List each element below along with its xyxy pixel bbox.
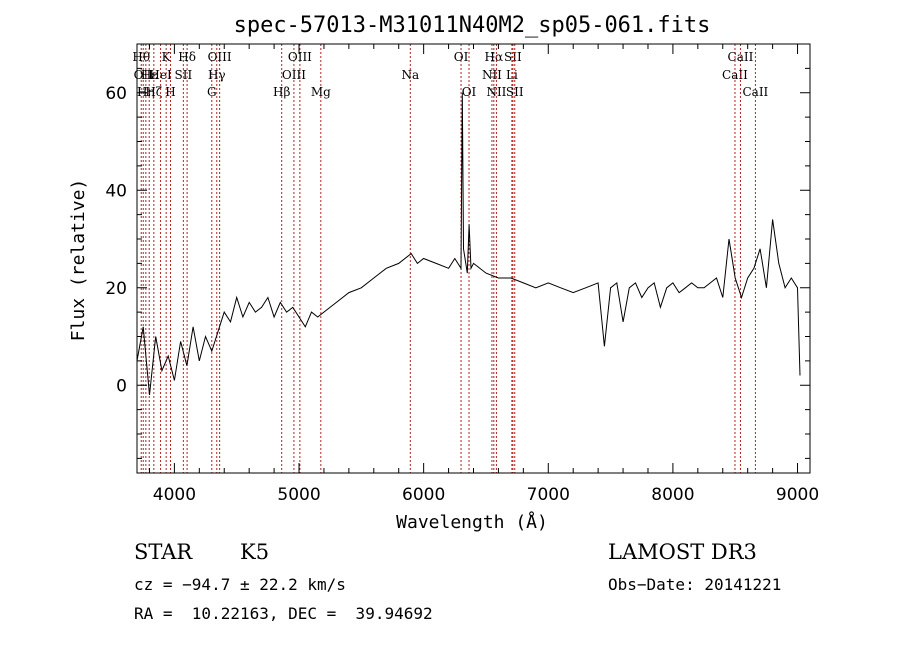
axes: 4000 5000 6000 7000 8000 9000 0 20 40 60 [105,44,819,505]
line-marker-label-23: Li [506,68,518,82]
x-tick-label-3: 7000 [527,485,570,505]
y-tick-label-1: 20 [105,279,127,299]
line-marker-label-19: OI [462,85,477,99]
line-marker-label-26: CaII [722,68,748,82]
line-marker-label-13: Hβ [273,85,290,99]
line-marker-label-8: SII [175,68,193,82]
line-marker-label-1: OII [134,68,154,82]
x-axis-label: Wavelength (Å) [396,511,548,533]
line-marker-label-17: Na [401,68,419,82]
y-tick-label-2: 40 [105,181,127,201]
object-class: STAR [134,540,193,564]
x-tick-label-2: 6000 [402,485,445,505]
line-marker-label-24: SII [504,50,522,64]
line-marker-label-21: Hα [485,50,504,64]
plot-frame [136,43,811,474]
line-marker-label-27: CaII [728,50,754,64]
x-tick-label-1: 5000 [277,485,320,505]
line-marker-label-28: CaII [742,85,768,99]
y-tick-label-3: 60 [105,84,127,104]
line-marker-label-14: OIII [282,68,306,82]
line-marker-label-15: OIII [288,50,312,64]
line-marker-label-7: H [165,85,175,99]
line-marker-label-2: Hη [137,85,155,99]
x-tick-label-0: 4000 [153,485,196,505]
line-marker-label-16: Mg [311,85,331,99]
y-tick-label-0: 0 [116,376,127,396]
line-marker-label-5: HeI [149,68,172,82]
redshift-readout: cz = −94.7 ± 22.2 km/s [134,575,346,594]
coordinates: RA = 10.22163, DEC = 39.94692 [134,604,433,623]
series-0-line [136,92,801,396]
line-marker-label-11: Hγ [208,68,226,82]
line-marker-label-6: K [162,50,172,64]
survey-name: LAMOST DR3 [608,540,757,564]
y-axis-label: Flux (relative) [68,179,89,342]
spectral-line-markers: HθOIIHηHεHζHeIKHSIIHδGHγOIIIHβOIIIOIIIMg… [132,44,769,473]
spectrum-series [136,92,801,396]
x-tick-label-5: 9000 [776,485,819,505]
line-marker-label-9: Hδ [178,50,196,64]
subclass: K5 [240,540,270,564]
line-marker-label-10: G [207,85,217,99]
chart-title: spec-57013-M31011N40M2_sp05-061.fits [234,13,711,38]
line-marker-label-0: Hθ [132,50,150,64]
line-marker-label-12: OIII [208,50,232,64]
obs-date: Obs−Date: 20141221 [608,575,782,594]
line-marker-label-20: NII [482,68,502,82]
line-marker-label-25: SII [506,85,524,99]
x-tick-label-4: 8000 [651,485,694,505]
line-marker-label-22: NII [486,85,506,99]
line-marker-label-3: Hε [141,68,158,82]
line-marker-label-4: Hζ [145,85,162,99]
line-marker-label-18: OI [454,50,469,64]
